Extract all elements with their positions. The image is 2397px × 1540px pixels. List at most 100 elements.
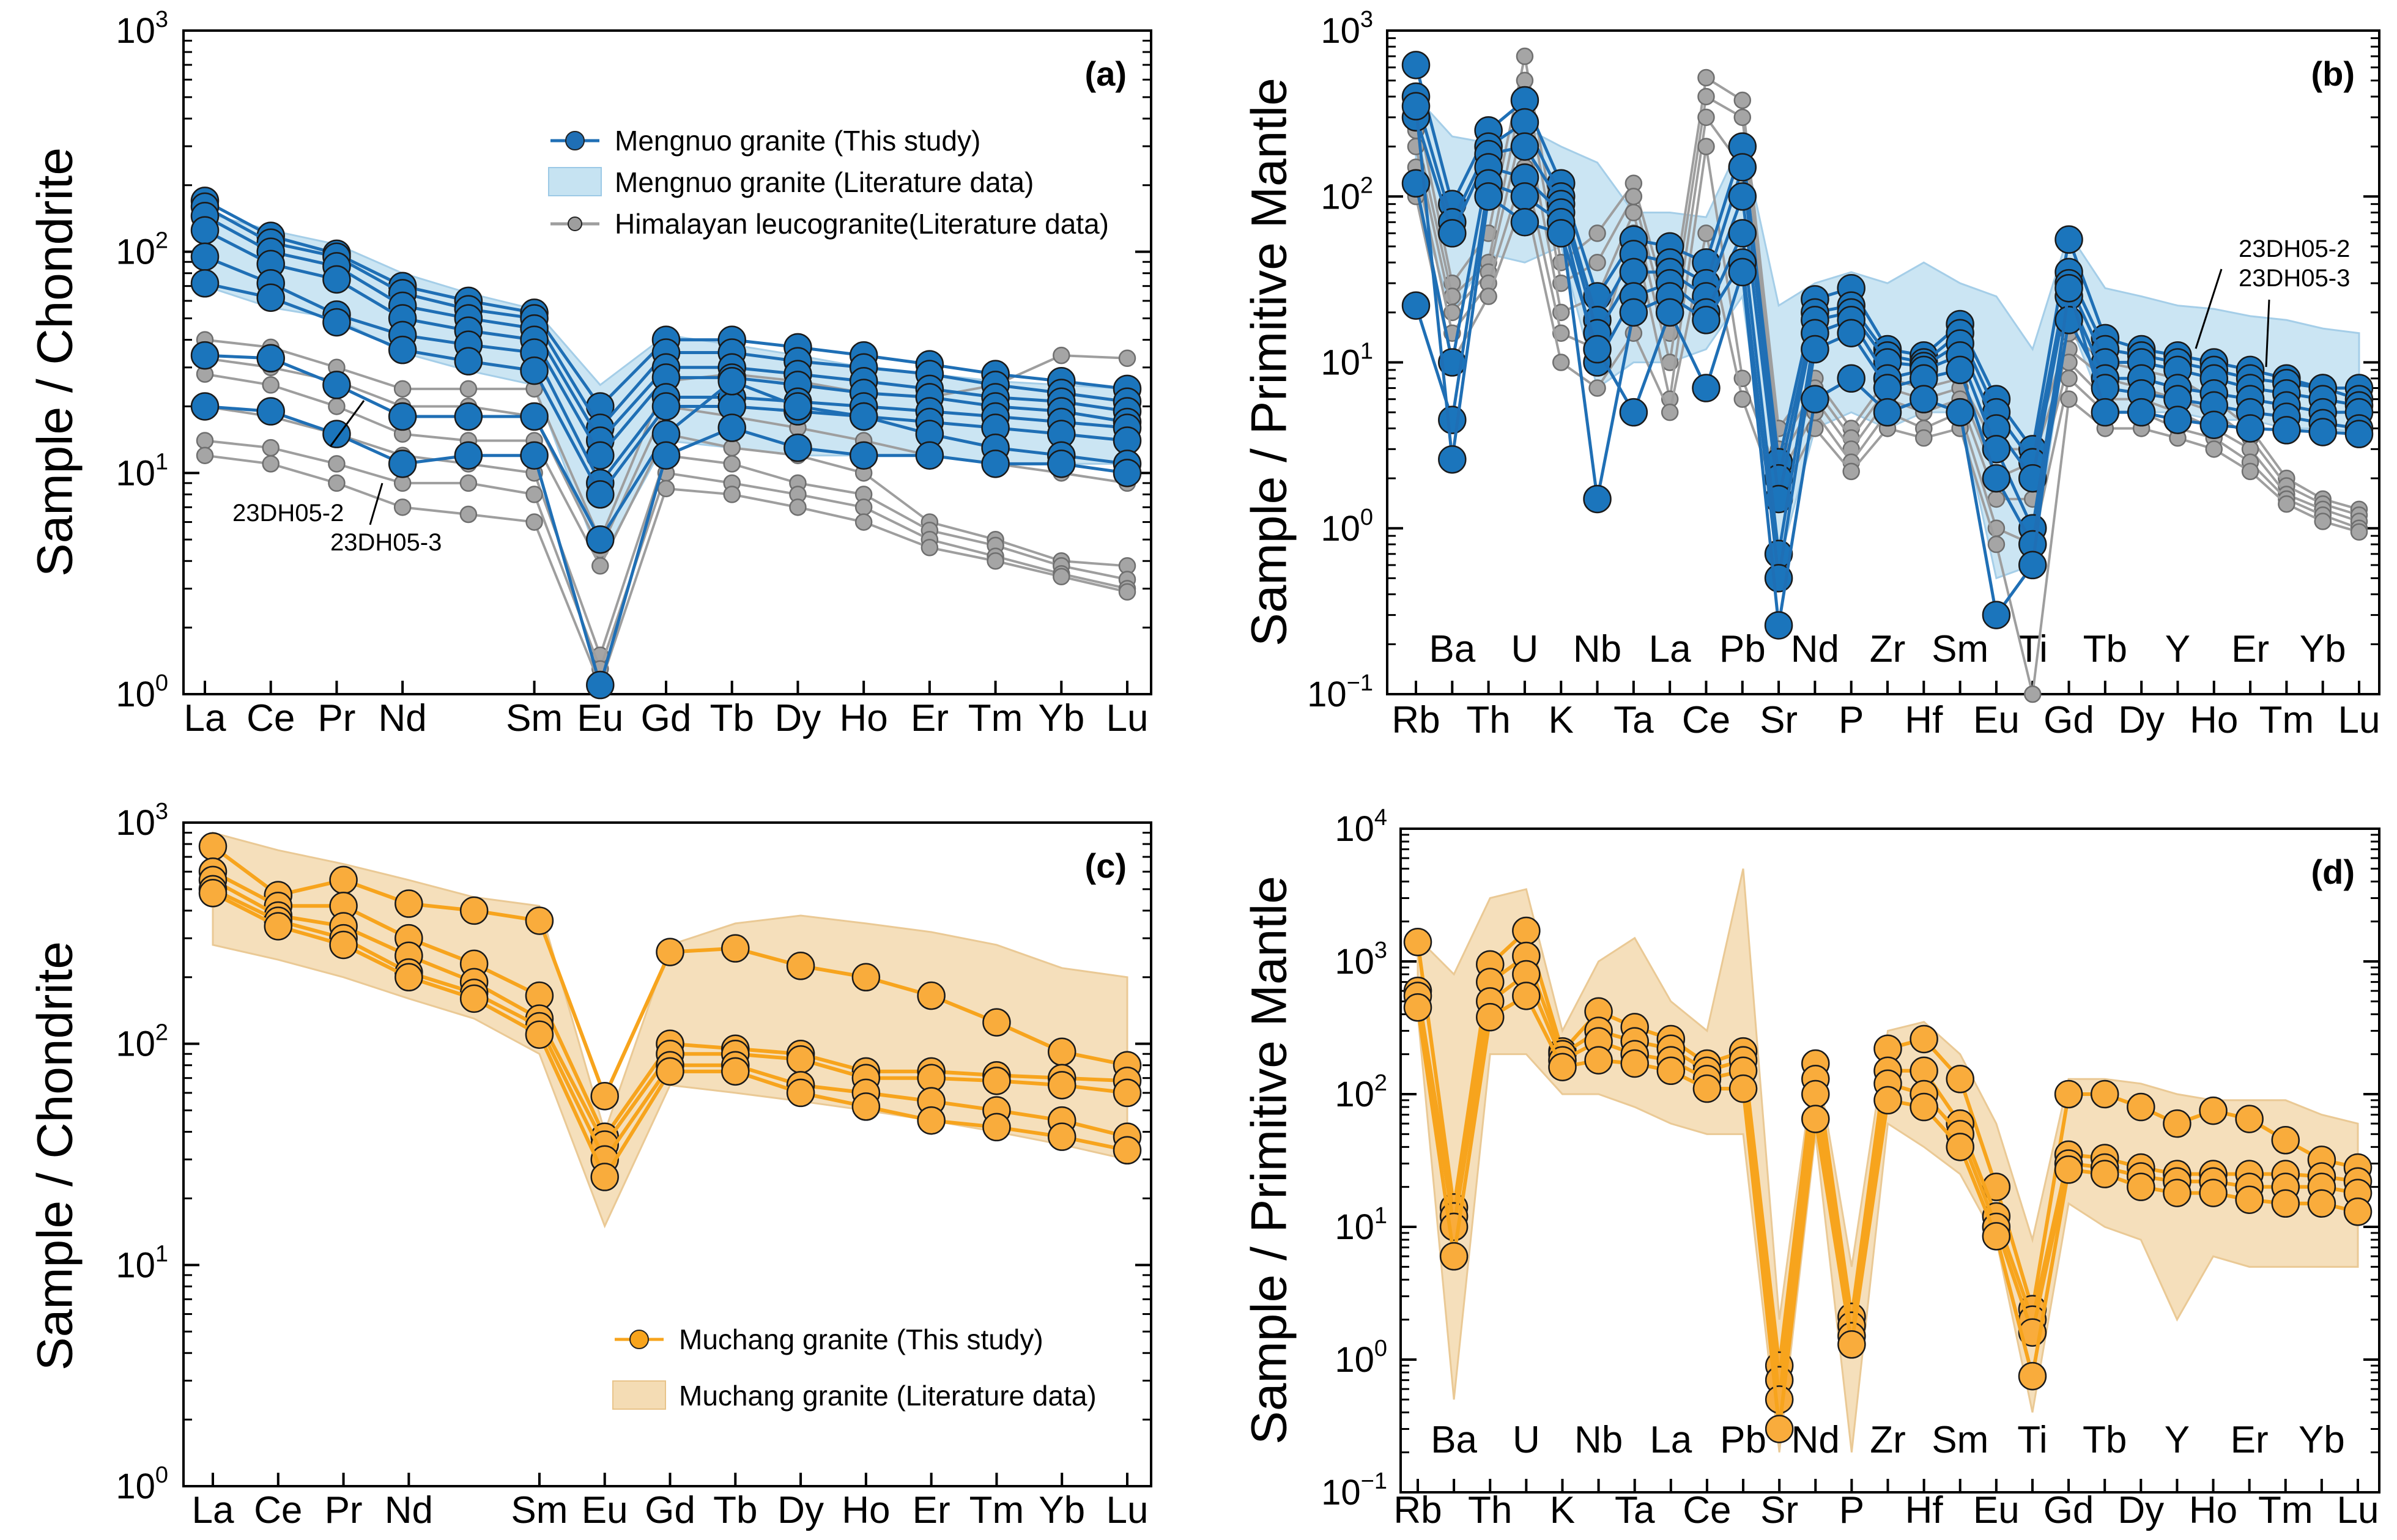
x-tick-label-top: Er bbox=[2231, 1419, 2269, 1461]
y-tick-base: 10 bbox=[1335, 809, 1374, 849]
data-point bbox=[525, 906, 554, 935]
data-point bbox=[1946, 1065, 1974, 1094]
x-tick-label: Tb bbox=[713, 1489, 757, 1531]
data-point bbox=[1439, 1212, 1469, 1242]
data-point bbox=[591, 557, 609, 575]
data-point bbox=[1728, 182, 1757, 211]
data-point bbox=[1118, 349, 1136, 368]
x-tick-label: Ta bbox=[1615, 1489, 1655, 1531]
y-tick-base: 10 bbox=[1321, 11, 1360, 51]
data-point bbox=[2199, 410, 2229, 439]
x-tick-label: Eu bbox=[1973, 1489, 2020, 1531]
plot-frame bbox=[1399, 827, 2380, 1494]
y-tick-base: 10 bbox=[116, 1467, 155, 1506]
panel-letter: (a) bbox=[1085, 54, 1127, 93]
data-point bbox=[1837, 1330, 1866, 1359]
x-tick-label: Dy bbox=[2117, 1489, 2164, 1531]
x-tick-label: La bbox=[184, 697, 226, 739]
data-point bbox=[1946, 355, 1974, 385]
data-point bbox=[1403, 928, 1432, 957]
x-tick-label-top: Pb bbox=[1720, 1419, 1766, 1461]
data-point bbox=[520, 402, 549, 431]
data-point bbox=[459, 505, 478, 524]
data-point bbox=[1733, 91, 1752, 109]
x-tick-label: La bbox=[192, 1489, 234, 1531]
y-tick-exp: 4 bbox=[1374, 805, 1387, 831]
data-point bbox=[256, 344, 285, 373]
data-point bbox=[393, 380, 412, 398]
data-point bbox=[1692, 1074, 1722, 1103]
data-point bbox=[1113, 1078, 1142, 1108]
data-point bbox=[454, 347, 483, 376]
x-tick-label: Yb bbox=[1038, 697, 1084, 739]
x-tick-label: Lu bbox=[1106, 1489, 1149, 1531]
y-tick-base: 10 bbox=[1335, 1340, 1374, 1380]
legend-entry: Himalayan leucogranite(Literature data) bbox=[550, 208, 1109, 240]
data-point bbox=[2343, 1198, 2373, 1226]
data-point bbox=[1401, 92, 1431, 120]
data-point bbox=[851, 963, 881, 992]
data-point bbox=[520, 441, 549, 470]
legend-entry: Muchang granite (Literature data) bbox=[612, 1380, 1097, 1412]
y-tick-base: 10 bbox=[1335, 1207, 1374, 1247]
data-point bbox=[1552, 354, 1570, 371]
data-point bbox=[2271, 1189, 2300, 1218]
data-point bbox=[849, 441, 878, 470]
x-tick-label-top: Ba bbox=[1431, 1419, 1477, 1461]
x-tick-label: Er bbox=[911, 697, 949, 739]
data-point bbox=[1588, 253, 1606, 272]
data-point bbox=[2090, 1079, 2119, 1109]
data-point bbox=[1728, 219, 1757, 248]
data-point bbox=[1510, 132, 1539, 161]
data-point bbox=[1982, 601, 2011, 629]
legend-label: Mengnuo granite (Literature data) bbox=[615, 166, 1034, 198]
data-point bbox=[2091, 398, 2120, 427]
data-point bbox=[1982, 1172, 2011, 1201]
y-tick-exp: 1 bbox=[155, 1241, 168, 1267]
x-tick-label: Tm bbox=[969, 1489, 1024, 1531]
data-point bbox=[2060, 390, 2078, 408]
y-tick-base: 10 bbox=[116, 11, 155, 51]
data-point bbox=[1401, 291, 1431, 320]
data-point bbox=[1801, 1079, 1830, 1109]
legend-label: Muchang granite (This study) bbox=[679, 1323, 1043, 1355]
data-point bbox=[2054, 1079, 2083, 1109]
x-tick-label: Rb bbox=[1391, 699, 1440, 741]
x-tick-label: P bbox=[1839, 699, 1864, 741]
data-point bbox=[1765, 1385, 1794, 1414]
y-tick-label: 100 bbox=[1321, 505, 1373, 549]
y-tick-label: 101 bbox=[116, 449, 168, 493]
data-point bbox=[723, 486, 741, 503]
data-point bbox=[459, 474, 478, 492]
x-tick-label-top: Tb bbox=[2083, 1419, 2127, 1461]
data-point bbox=[1873, 374, 1902, 402]
data-point bbox=[1765, 1415, 1794, 1443]
y-tick-base: 10 bbox=[1321, 509, 1360, 549]
data-point bbox=[2350, 523, 2368, 541]
y-tick-base: 10 bbox=[1335, 942, 1374, 982]
data-point bbox=[590, 1081, 619, 1111]
y-tick-label: 104 bbox=[1335, 805, 1387, 849]
x-tick-label: Ho bbox=[842, 1489, 890, 1531]
data-point bbox=[329, 930, 358, 960]
data-point bbox=[388, 335, 417, 365]
data-point bbox=[1915, 429, 1933, 447]
data-point bbox=[1438, 405, 1467, 434]
data-point bbox=[520, 356, 549, 385]
data-point bbox=[1801, 385, 1829, 413]
data-point bbox=[2023, 685, 2042, 703]
data-point bbox=[721, 1057, 750, 1086]
data-point bbox=[854, 513, 873, 531]
data-point bbox=[2054, 1155, 2083, 1184]
data-point bbox=[723, 455, 741, 473]
data-point bbox=[1837, 319, 1865, 347]
data-point bbox=[784, 433, 812, 462]
data-point bbox=[982, 1008, 1011, 1037]
data-point bbox=[1987, 535, 2006, 553]
x-tick-label: Sm bbox=[511, 1489, 568, 1531]
y-axis-label: Sample / Chondrite bbox=[28, 147, 83, 577]
data-point bbox=[1047, 1037, 1076, 1067]
data-point bbox=[586, 525, 615, 554]
data-point bbox=[651, 392, 681, 421]
